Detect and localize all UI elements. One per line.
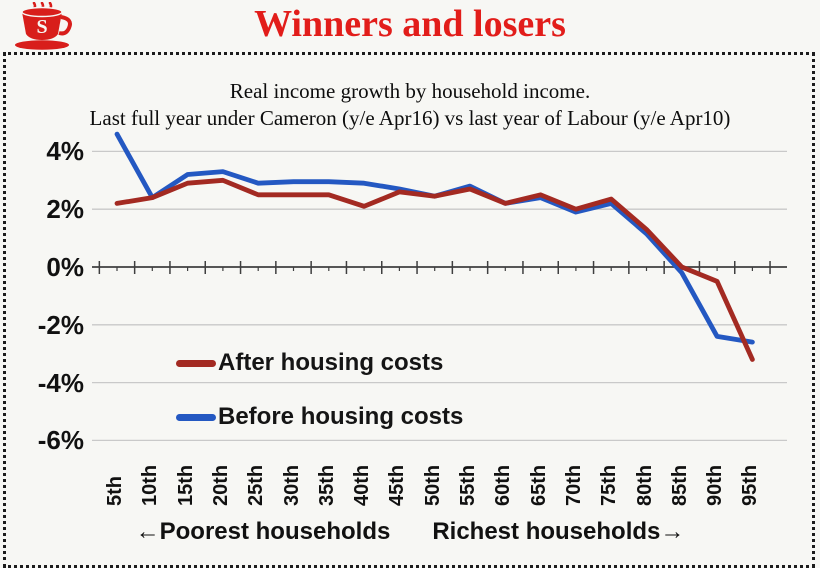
x-tick-label: 70th [562,464,585,506]
poorest-households-label: ←Poorest households [135,518,391,545]
legend-entry-before-housing: Before housing costs [176,402,463,432]
x-tick-label: 75th [598,464,621,506]
x-tick-label: 55th [457,464,479,506]
legend-swatch-before-housing [176,413,216,421]
y-tick-label: 0% [46,252,84,282]
legend-entry-after-housing: After housing costs [176,348,443,378]
teacup-logo-icon: S [15,2,72,50]
x-tick-label: 15th [174,464,197,506]
legend-label-before-housing: Before housing costs [218,403,464,430]
x-tick-label: 45th [386,464,409,506]
header: S Winners and losers [0,0,820,52]
x-tick-label: 20th [209,464,232,506]
y-tick-label: 4% [46,136,84,167]
x-tick-label: 60th [492,464,515,506]
x-tick-label: 90th [704,464,727,506]
x-tick-label: 10th [139,464,162,506]
x-tick-label: 30th [280,464,303,506]
page-title: Winners and losers [254,3,566,45]
x-tick-label: 40th [351,464,374,506]
x-tick-label: 25th [245,464,268,506]
x-tick-label: 50th [421,464,444,506]
x-tick-label: 95th [739,464,762,506]
svg-text:S: S [36,16,47,38]
x-tick-label: 65th [527,464,550,506]
x-tick-label: 80th [633,464,656,506]
x-tick-label: 35th [315,464,338,506]
legend-label-after-housing: After housing costs [218,349,444,376]
y-tick-label: -6% [37,425,84,456]
x-tick-label: 85th [668,464,691,506]
x-tick-label: 5th [104,476,126,506]
y-tick-label: -2% [37,309,84,340]
richest-households-label: Richest households→ [432,518,685,545]
chart-subtitle: Real income growth by household income. … [0,78,820,132]
subtitle-line-2: Last full year under Cameron (y/e Apr16)… [89,106,731,130]
y-tick-label: -4% [37,367,84,398]
y-tick-label: 2% [46,194,84,225]
subtitle-line-1: Real income growth by household income. [229,79,591,103]
legend-swatch-after-housing [176,359,216,367]
x-axis-caption: ←Poorest households Richest households→ [0,518,820,546]
